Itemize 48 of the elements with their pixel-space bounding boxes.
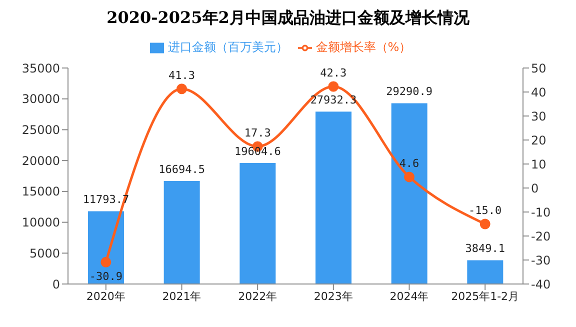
- y2-tick-label: 30: [531, 109, 546, 124]
- x-tick-label: 2020年: [86, 290, 126, 303]
- x-tick-label: 2024年: [390, 290, 429, 303]
- y2-tick-label: 40: [531, 85, 546, 100]
- data-label: 3849.1: [465, 242, 506, 256]
- chart-title: 2020-2025年2月中国成品油进口金额及增长情况: [106, 8, 470, 29]
- y-tick-label: 0: [52, 277, 60, 292]
- y-tick-label: 20000: [22, 154, 60, 168]
- y2-tick-label: -10: [531, 205, 551, 220]
- data-label: 42.3: [320, 66, 347, 80]
- data-label: 19604.6: [234, 145, 281, 158]
- y-tick-label: 30000: [22, 92, 60, 106]
- bar: [88, 211, 124, 284]
- y2-tick-label: 10: [531, 157, 546, 172]
- data-label: 4.6: [399, 156, 420, 170]
- data-label: -15.0: [468, 204, 502, 217]
- x-tick-label: 2023年: [314, 290, 353, 303]
- y2-tick-label: 50: [531, 61, 546, 76]
- y-tick-label: 5000: [29, 246, 60, 260]
- x-tick-label: 2021年: [162, 290, 202, 303]
- y2-tick-label: -30: [531, 253, 551, 268]
- data-label: -30.9: [89, 270, 122, 284]
- data-label: 16694.5: [158, 162, 206, 176]
- point: [328, 81, 339, 92]
- x-tick-label: 2025年1-2月: [451, 290, 520, 303]
- data-label: 41.3: [168, 68, 195, 82]
- point: [176, 84, 187, 94]
- bar: [164, 180, 200, 284]
- bar: [316, 112, 352, 284]
- y2-tick-label: -40: [531, 277, 551, 292]
- point: [100, 256, 112, 268]
- y2-tick-label: -20: [531, 229, 551, 244]
- y-tick-label: 15000: [22, 184, 60, 199]
- bar: [240, 163, 276, 284]
- legend-label: 金额增长率（%）: [316, 40, 412, 54]
- bar: [391, 103, 428, 284]
- y-tick-label: 25000: [22, 122, 60, 137]
- point: [480, 218, 490, 230]
- data-label: 17.3: [244, 126, 271, 140]
- y2-tick-label: 0: [531, 181, 539, 196]
- point: [404, 172, 414, 182]
- legend-label: 进口金额（百万美元）: [168, 40, 288, 54]
- bar: [467, 260, 504, 284]
- y2-tick-label: 20: [531, 133, 546, 148]
- x-tick-label: 2022年: [238, 290, 278, 303]
- y-tick-label: 10000: [22, 216, 60, 230]
- y-tick-label: 35000: [22, 61, 60, 76]
- data-label: 29290.9: [386, 85, 433, 98]
